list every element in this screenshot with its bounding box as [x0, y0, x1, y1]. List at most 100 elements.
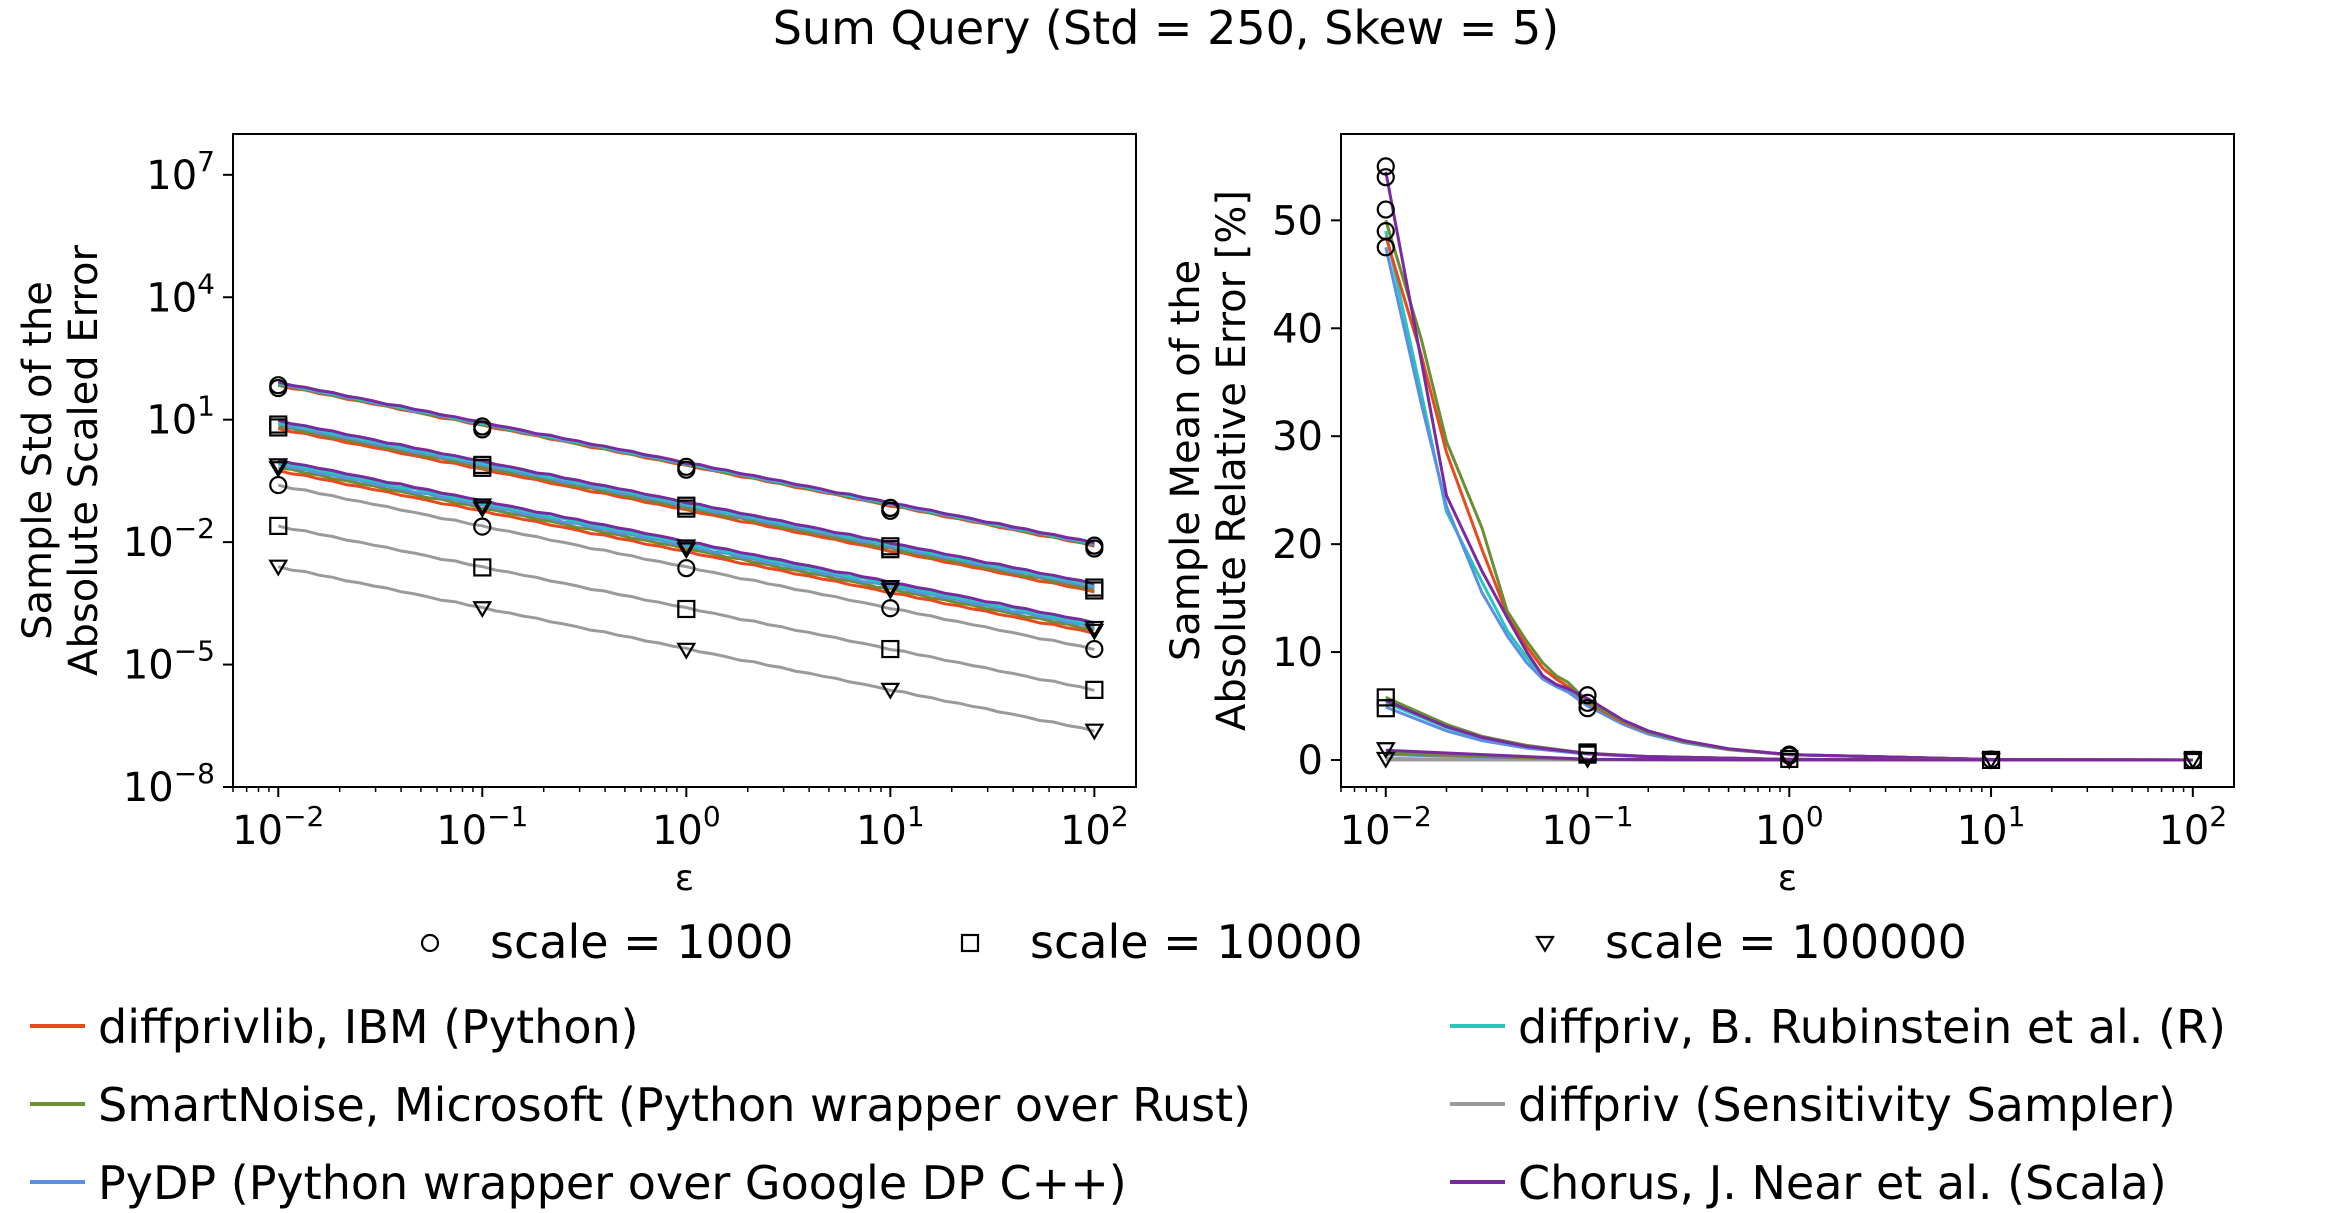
data-marker-square: [677, 599, 696, 619]
y-tick-label: 10−8: [123, 757, 215, 811]
marker-legend: scale = 1000 scale = 10000 scale = 100000: [420, 915, 1967, 969]
data-marker-square: [1085, 581, 1104, 600]
y-tick-label: 10: [1272, 630, 1323, 676]
data-marker-circle: [1085, 639, 1104, 659]
series-line-smartnoise: [278, 466, 1095, 632]
series-line-chorus: [1384, 171, 2193, 762]
data-marker-triangle: [472, 498, 493, 516]
series-line-diffprivlib: [277, 469, 1095, 636]
data-marker-circle: [269, 475, 288, 495]
data-marker-triangle: [1981, 752, 2001, 770]
plot-frame: [232, 133, 1137, 788]
plot-frame: [1340, 133, 2235, 788]
legend-marker-label: scale = 1000: [490, 915, 793, 969]
data-marker-square: [881, 639, 900, 659]
data-marker-triangle: [1779, 752, 1800, 770]
series-line-chorus: [277, 380, 1095, 545]
series-line-smartnoise: [278, 425, 1095, 591]
series-line-pydp: [1384, 246, 2193, 762]
legend-label-sampler: diffpriv (Sensitivity Sampler): [1518, 1078, 2176, 1132]
legend-marker-label: scale = 10000: [1030, 915, 1363, 969]
series-line-diffprivlib: [1384, 236, 2193, 762]
series-line-chorus: [1385, 748, 2193, 762]
x-tick-label: 100: [1755, 800, 1824, 854]
x-tick-label: 10−1: [436, 800, 528, 854]
x-tick-label: 100: [652, 800, 721, 854]
x-axis-label: ε: [1778, 858, 1797, 899]
series-line-chorus: [277, 418, 1095, 586]
y-tick-label: 101: [146, 390, 215, 444]
data-marker-triangle: [472, 501, 493, 519]
data-marker-triangle: [676, 542, 697, 560]
legend-marker-square: [960, 933, 980, 953]
data-marker-circle: [1578, 699, 1597, 718]
figure-title: Sum Query (Std = 250, Skew = 5): [773, 1, 1560, 55]
y-tick-label: 107: [146, 145, 215, 199]
legend-label-diffprivlib: diffprivlib, IBM (Python): [98, 1000, 639, 1054]
data-marker-square: [1376, 699, 1395, 718]
data-marker-triangle: [1375, 751, 1396, 769]
data-marker-circle: [881, 599, 900, 618]
data-marker-square: [269, 516, 288, 535]
legend-marker-label: scale = 100000: [1605, 915, 1967, 969]
x-tick-label: 10−2: [232, 800, 324, 854]
data-marker-triangle: [880, 682, 901, 700]
legend-label-chorus: Chorus, J. Near et al. (Scala): [1518, 1156, 2167, 1210]
x-tick-label: 10−2: [1340, 800, 1432, 854]
x-tick-label: 10−1: [1541, 800, 1633, 854]
y-tick-label: 20: [1272, 522, 1323, 568]
data-marker-circle: [1376, 238, 1395, 257]
data-marker-square: [269, 418, 288, 437]
series-line-diffpriv_r: [1384, 230, 2193, 762]
data-marker-triangle: [676, 642, 697, 660]
legend-label-pydp: PyDP (Python wrapper over Google DP C++): [98, 1156, 1127, 1210]
data-marker-circle: [473, 517, 492, 536]
y-tick-label: 40: [1272, 306, 1323, 352]
series-line-pydp: [1385, 705, 2193, 762]
data-marker-triangle: [2182, 752, 2203, 770]
x-axis-label: ε: [675, 858, 694, 899]
data-marker-triangle: [268, 458, 289, 476]
legend-label-smartnoise: SmartNoise, Microsoft (Python wrapper ov…: [98, 1078, 1251, 1132]
data-marker-circle: [1376, 157, 1395, 176]
data-marker-triangle: [676, 539, 697, 557]
y-tick-label: 0: [1298, 738, 1323, 784]
data-marker-triangle: [268, 559, 289, 577]
data-marker-triangle: [1375, 742, 1396, 759]
data-marker-circle: [1085, 539, 1104, 558]
data-marker-triangle: [472, 601, 493, 619]
data-marker-square: [677, 499, 696, 518]
library-legend: diffprivlib, IBM (Python) SmartNoise, Mic…: [30, 1000, 2226, 1210]
y-tick-label: 10−2: [123, 512, 215, 566]
data-marker-circle: [1376, 200, 1395, 219]
series-line-pydp: [277, 462, 1095, 629]
y-tick-label: 10−5: [123, 635, 215, 689]
x-tick-label: 101: [856, 800, 925, 854]
y-axis-label: Sample Mean of theAbsolute Relative Erro…: [1163, 190, 1255, 731]
data-marker-triangle: [1084, 623, 1105, 641]
series-line-sampler: [277, 565, 1095, 733]
legend-marker-triangle: [1535, 935, 1555, 953]
y-tick-label: 104: [146, 267, 215, 321]
data-marker-square: [1085, 680, 1104, 699]
legend-label-diffpriv_r: diffpriv, B. Rubinstein et al. (R): [1518, 1000, 2226, 1054]
data-marker-circle: [1578, 686, 1597, 705]
data-marker-triangle: [880, 580, 901, 597]
series-line-sampler: [277, 483, 1095, 652]
data-marker-circle: [1578, 693, 1597, 712]
data-marker-triangle: [880, 582, 901, 600]
series-line-chorus: [277, 458, 1095, 625]
data-marker-triangle: [1084, 723, 1105, 741]
data-marker-square: [473, 458, 492, 477]
x-tick-label: 102: [2158, 800, 2227, 854]
data-marker-square: [1376, 688, 1395, 707]
data-marker-triangle: [1084, 620, 1105, 638]
data-marker-triangle: [268, 461, 289, 479]
data-marker-square: [881, 540, 900, 559]
y-axis-label: Sample Std of theAbsolute Scaled Error: [15, 245, 107, 676]
data-marker-triangle: [1577, 751, 1598, 769]
x-tick-label: 102: [1060, 800, 1129, 854]
x-tick-label: 101: [1957, 800, 2026, 854]
data-marker-square: [473, 558, 492, 577]
